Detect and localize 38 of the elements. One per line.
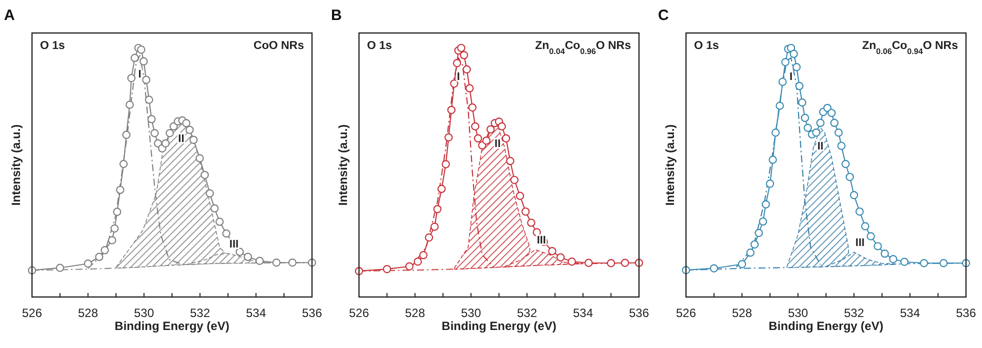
x-tick-label: 536 [628,306,650,320]
annotation: I [456,70,460,83]
annotation: Zn$_{0.06}$Co$_{0.94}$O NRs [862,40,958,56]
x-tick-label: 534 [246,306,266,320]
annotation: I [789,70,793,83]
x-tick-label: 530 [134,306,154,320]
annotation: Zn$_{0.04}$Co$_{0.96}$O NRs [535,40,631,56]
x-tick-label: 528 [404,306,426,320]
annotation: O 1s [694,40,719,52]
x-tick-label: 534 [900,306,920,320]
annotation: III [855,237,865,250]
y-axis-title: Intensity (a.u.) [663,124,677,206]
x-tick-label: 526 [22,306,42,320]
y-axis-title: Intensity (a.u.) [9,124,23,206]
x-axis-title: Binding Energy (eV) [114,319,230,333]
x-tick-label: 530 [788,306,808,320]
x-tick-label: 534 [572,306,594,320]
x-tick-label: 526 [676,306,696,320]
annotation: II [178,132,184,145]
x-tick-label: 536 [956,306,976,320]
chart-title: C [658,7,669,24]
x-tick-label: 536 [302,306,322,320]
annotation: CoO NRs [254,40,304,52]
x-axis-title: Binding Energy (eV) [768,319,884,333]
x-axis-title: Binding Energy (eV) [442,319,556,333]
annotation: O 1s [367,40,392,52]
x-tick-label: 532 [190,306,210,320]
annotation: O 1s [40,40,65,52]
x-tick-label: 528 [78,306,98,320]
chart-title: B [331,7,342,24]
x-tick-label: 532 [516,306,538,320]
x-tick-label: 528 [732,306,752,320]
annotation: I [138,68,142,80]
x-tick-label: 532 [844,306,864,320]
chart-title: A [4,7,15,24]
x-tick-label: 526 [348,306,370,320]
x-tick-label: 530 [460,306,482,320]
y-axis-title: Intensity (a.u.) [336,124,350,206]
